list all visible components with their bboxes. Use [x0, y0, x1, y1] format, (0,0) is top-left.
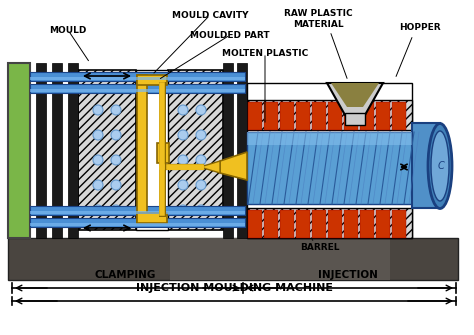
- Bar: [376, 102, 390, 130]
- Bar: [30, 77, 245, 80]
- Bar: [137, 75, 167, 85]
- Circle shape: [111, 105, 121, 115]
- Bar: [312, 102, 326, 130]
- Bar: [30, 84, 245, 93]
- Bar: [170, 238, 390, 280]
- Text: INJECTION: INJECTION: [318, 270, 378, 280]
- Bar: [328, 210, 342, 238]
- Bar: [30, 211, 245, 214]
- Bar: [30, 72, 245, 81]
- Text: MOULD: MOULD: [49, 25, 87, 35]
- Bar: [157, 143, 169, 163]
- Circle shape: [93, 130, 103, 140]
- Polygon shape: [331, 83, 379, 107]
- Text: C: C: [438, 161, 444, 171]
- Bar: [223, 63, 233, 238]
- Circle shape: [111, 155, 121, 165]
- Circle shape: [196, 130, 206, 140]
- Ellipse shape: [428, 124, 452, 208]
- Bar: [8, 238, 458, 280]
- Bar: [328, 102, 342, 130]
- Bar: [412, 123, 440, 208]
- Bar: [137, 75, 147, 223]
- Bar: [247, 100, 412, 130]
- Bar: [344, 102, 358, 130]
- Text: HOPPER: HOPPER: [399, 22, 441, 31]
- Bar: [296, 210, 310, 238]
- Bar: [137, 213, 167, 223]
- Text: INJECTION MOULDING MACHINE: INJECTION MOULDING MACHINE: [136, 283, 332, 293]
- Polygon shape: [220, 152, 247, 180]
- Bar: [392, 210, 406, 238]
- Bar: [247, 132, 412, 145]
- Bar: [78, 70, 136, 230]
- Circle shape: [93, 205, 103, 215]
- Bar: [312, 210, 326, 238]
- Bar: [52, 63, 62, 238]
- Bar: [136, 70, 168, 230]
- Circle shape: [93, 180, 103, 190]
- Bar: [8, 63, 30, 238]
- Ellipse shape: [431, 131, 449, 201]
- Bar: [36, 63, 46, 238]
- Bar: [237, 63, 247, 238]
- Bar: [360, 210, 374, 238]
- Bar: [30, 218, 245, 227]
- Polygon shape: [327, 83, 383, 115]
- Circle shape: [178, 180, 188, 190]
- Bar: [392, 102, 406, 130]
- Polygon shape: [200, 161, 220, 173]
- Bar: [280, 210, 294, 238]
- Bar: [68, 63, 78, 238]
- Bar: [264, 210, 278, 238]
- Circle shape: [93, 105, 103, 115]
- Text: BARREL: BARREL: [300, 243, 340, 252]
- Bar: [247, 132, 412, 204]
- Circle shape: [178, 205, 188, 215]
- Circle shape: [196, 205, 206, 215]
- Bar: [247, 208, 412, 238]
- Text: RAW PLASTIC
MATERIAL: RAW PLASTIC MATERIAL: [283, 9, 352, 29]
- Bar: [248, 102, 262, 130]
- Circle shape: [196, 155, 206, 165]
- Circle shape: [178, 105, 188, 115]
- Bar: [345, 113, 365, 125]
- Circle shape: [111, 130, 121, 140]
- Circle shape: [178, 130, 188, 140]
- Bar: [360, 102, 374, 130]
- Bar: [30, 206, 245, 215]
- Circle shape: [111, 180, 121, 190]
- Bar: [280, 102, 294, 130]
- Bar: [264, 102, 278, 130]
- Bar: [30, 89, 245, 92]
- Text: MOULDED PART: MOULDED PART: [190, 30, 270, 40]
- Bar: [30, 223, 245, 226]
- Bar: [376, 210, 390, 238]
- Bar: [344, 210, 358, 238]
- Bar: [247, 83, 412, 238]
- Text: MOLTEN PLASTIC: MOLTEN PLASTIC: [222, 49, 308, 58]
- Circle shape: [111, 205, 121, 215]
- Circle shape: [196, 180, 206, 190]
- Circle shape: [93, 155, 103, 165]
- Bar: [296, 102, 310, 130]
- Bar: [248, 210, 262, 238]
- Text: MOULD CAVITY: MOULD CAVITY: [172, 10, 248, 19]
- Circle shape: [196, 105, 206, 115]
- Bar: [168, 70, 223, 230]
- Circle shape: [178, 155, 188, 165]
- Text: CLAMPING: CLAMPING: [94, 270, 155, 280]
